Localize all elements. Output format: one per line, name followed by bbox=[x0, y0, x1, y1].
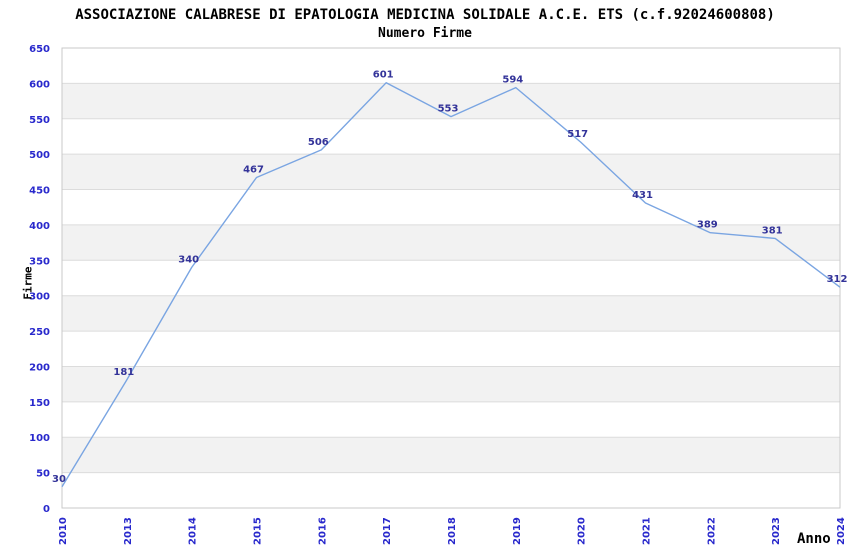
x-tick-label: 2020 bbox=[577, 517, 588, 545]
data-point-label: 389 bbox=[697, 220, 718, 231]
plot-band bbox=[62, 366, 840, 402]
y-tick-label: 450 bbox=[29, 186, 50, 197]
data-point-label: 181 bbox=[113, 367, 134, 378]
chart-title: ASSOCIAZIONE CALABRESE DI EPATOLOGIA MED… bbox=[75, 7, 775, 23]
data-point-label: 381 bbox=[762, 225, 783, 236]
x-axis-title: Anno bbox=[797, 531, 831, 547]
plot-band bbox=[62, 83, 840, 119]
y-tick-label: 600 bbox=[29, 79, 50, 90]
data-point-label: 431 bbox=[632, 190, 653, 201]
x-tick-label: 2024 bbox=[836, 517, 847, 545]
x-tick-label: 2010 bbox=[58, 517, 69, 545]
x-tick-label: 2013 bbox=[123, 517, 134, 545]
plot-border bbox=[61, 47, 841, 509]
plot-band bbox=[62, 295, 840, 332]
x-tick-label: 2016 bbox=[317, 517, 328, 545]
data-point-label: 340 bbox=[178, 254, 199, 265]
x-tick-label: 2014 bbox=[188, 517, 199, 545]
y-tick-label: 100 bbox=[29, 433, 50, 444]
y-tick-label: 350 bbox=[29, 256, 50, 267]
plot-band bbox=[62, 189, 840, 225]
plot-band bbox=[62, 401, 840, 438]
data-point-label: 312 bbox=[827, 274, 848, 285]
plot-band bbox=[62, 437, 840, 473]
y-tick-label: 200 bbox=[29, 362, 50, 373]
plot-band bbox=[62, 224, 840, 261]
data-point-label: 467 bbox=[243, 165, 264, 176]
chart-subtitle: Numero Firme bbox=[378, 26, 472, 41]
data-point-label: 594 bbox=[502, 75, 523, 86]
x-tick-label: 2018 bbox=[447, 517, 458, 545]
data-point-label: 506 bbox=[308, 137, 329, 148]
data-point-label: 553 bbox=[438, 104, 459, 115]
x-tick-label: 2023 bbox=[771, 517, 782, 545]
data-point-label: 517 bbox=[567, 129, 588, 140]
data-line bbox=[61, 81, 841, 488]
plot-band bbox=[62, 472, 840, 508]
x-tick-label: 2017 bbox=[382, 517, 393, 545]
y-tick-label: 50 bbox=[36, 469, 50, 480]
y-tick-label: 0 bbox=[43, 504, 50, 515]
x-tick-label: 2015 bbox=[253, 517, 264, 545]
y-tick-label: 500 bbox=[29, 150, 50, 161]
plot-band bbox=[62, 154, 840, 190]
y-tick-label: 650 bbox=[29, 44, 50, 55]
y-tick-label: 300 bbox=[29, 292, 50, 303]
y-tick-label: 250 bbox=[29, 327, 50, 338]
x-tick-label: 2019 bbox=[512, 517, 523, 545]
data-point-label: 30 bbox=[52, 474, 66, 485]
plot-band bbox=[62, 48, 840, 84]
plot-band bbox=[62, 260, 840, 296]
x-tick-label: 2021 bbox=[642, 517, 653, 545]
y-tick-label: 400 bbox=[29, 221, 50, 232]
y-axis-title: Firme bbox=[21, 266, 35, 300]
x-tick-label: 2022 bbox=[706, 517, 717, 545]
plot-band bbox=[62, 118, 840, 155]
y-tick-label: 150 bbox=[29, 398, 50, 409]
plot-band bbox=[62, 331, 840, 367]
y-tick-label: 550 bbox=[29, 115, 50, 126]
data-point-label: 601 bbox=[373, 70, 394, 81]
